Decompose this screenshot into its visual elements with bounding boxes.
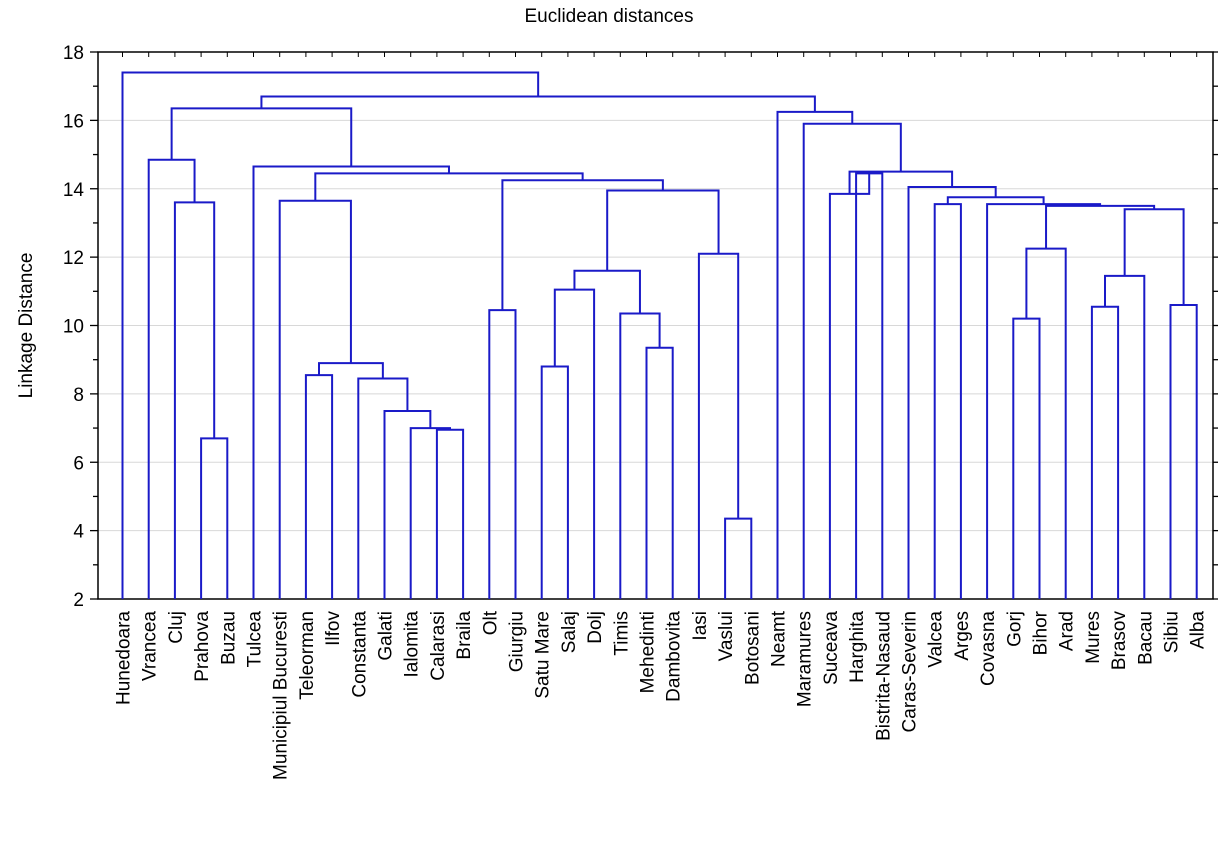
leaf-label: Timis bbox=[611, 611, 632, 656]
leaf-label: Suceava bbox=[821, 611, 842, 685]
leaf-label: Ialomita bbox=[402, 611, 423, 678]
leaf-label: Prahova bbox=[192, 611, 213, 682]
leaf-label: Municipiul Bucuresti bbox=[271, 611, 292, 780]
merge-link bbox=[173, 201, 216, 599]
y-tick-label: 2 bbox=[73, 590, 84, 611]
merge-link bbox=[802, 122, 902, 599]
y-tick-label: 10 bbox=[63, 317, 84, 338]
leaf-label: Bistrita-Nasaud bbox=[873, 611, 894, 741]
merge-link bbox=[848, 170, 954, 194]
leaf-label: Vaslui bbox=[716, 611, 737, 661]
y-tick-label: 8 bbox=[73, 385, 84, 406]
leaf-label: Mehedinti bbox=[638, 611, 659, 693]
merge-link bbox=[986, 203, 1102, 599]
leaf-label: Mures bbox=[1083, 611, 1104, 664]
leaf-label: Ilfov bbox=[323, 611, 344, 646]
leaf-label: Covasna bbox=[978, 611, 999, 686]
leaf-label: Calarasi bbox=[428, 611, 449, 681]
merge-link bbox=[1169, 303, 1198, 599]
leaf-label: Buzau bbox=[218, 611, 239, 665]
leaf-label: Dambovita bbox=[664, 611, 685, 702]
leaf-label: Brasov bbox=[1109, 611, 1130, 671]
leaf-label: Harghita bbox=[847, 611, 868, 683]
y-tick-label: 14 bbox=[63, 180, 85, 201]
merge-link bbox=[1045, 204, 1156, 249]
merge-link bbox=[488, 309, 517, 599]
merge-link bbox=[501, 179, 664, 311]
merge-link bbox=[435, 428, 465, 599]
merge-link bbox=[1012, 317, 1041, 599]
leaf-label: Botosani bbox=[742, 611, 763, 685]
merge-link bbox=[1090, 305, 1120, 599]
merge-link bbox=[170, 107, 353, 167]
leaf-label: Dolj bbox=[585, 611, 606, 644]
leaf-label: Salaj bbox=[559, 611, 580, 653]
leaf-label: Vrancea bbox=[140, 611, 161, 681]
leaf-label: Hunedoara bbox=[114, 611, 135, 705]
merge-link bbox=[1025, 247, 1067, 599]
merge-link bbox=[1104, 274, 1146, 599]
merge-link bbox=[606, 189, 720, 271]
merge-link bbox=[383, 409, 432, 599]
merge-link bbox=[409, 427, 451, 599]
leaf-label: Constanta bbox=[349, 611, 370, 698]
merge-link bbox=[907, 186, 997, 599]
merge-link bbox=[260, 95, 816, 112]
y-tick-label: 6 bbox=[73, 453, 84, 474]
leaf-label: Teleorman bbox=[297, 611, 318, 700]
leaf-label: Galati bbox=[376, 611, 397, 661]
merge-link bbox=[697, 252, 740, 599]
leaf-label: Bacau bbox=[1135, 611, 1156, 665]
chart-title: Euclidean distances bbox=[524, 6, 694, 27]
leaf-label: Arad bbox=[1057, 611, 1078, 651]
y-tick-label: 4 bbox=[73, 522, 84, 543]
y-tick-label: 18 bbox=[63, 43, 84, 64]
merge-link bbox=[314, 172, 584, 201]
leaf-label: Gorj bbox=[1004, 611, 1025, 647]
merge-link bbox=[946, 196, 1045, 205]
leaf-label: Olt bbox=[480, 610, 501, 635]
merge-link bbox=[147, 158, 196, 599]
merge-link bbox=[540, 365, 569, 599]
leaf-label: Caras-Severin bbox=[900, 611, 921, 732]
y-tick-label: 12 bbox=[63, 248, 84, 269]
merge-link bbox=[855, 172, 884, 599]
leaf-label: Arges bbox=[952, 611, 973, 661]
leaf-label: Bihor bbox=[1031, 610, 1052, 655]
merge-link bbox=[121, 71, 540, 599]
leaf-label: Iasi bbox=[690, 611, 711, 641]
merge-link bbox=[304, 374, 334, 599]
leaf-label: Braila bbox=[454, 611, 475, 660]
leaf-label: Maramures bbox=[795, 611, 816, 707]
merge-link bbox=[573, 269, 641, 314]
merge-link bbox=[318, 362, 384, 379]
leaf-label: Sibiu bbox=[1162, 611, 1183, 653]
merge-link bbox=[645, 346, 674, 599]
y-tick-label: 16 bbox=[63, 111, 84, 132]
leaf-label: Neamt bbox=[769, 610, 790, 667]
leaf-label: Cluj bbox=[166, 611, 187, 644]
merge-link bbox=[933, 203, 962, 599]
leaf-label: Tulcea bbox=[245, 611, 266, 668]
merge-link bbox=[776, 110, 854, 599]
y-axis-title: Linkage Distance bbox=[16, 253, 37, 399]
leaf-label: Satu Mare bbox=[533, 611, 554, 699]
leaf-label: Giurgiu bbox=[507, 611, 528, 672]
merge-link bbox=[278, 199, 352, 599]
merge-link bbox=[619, 312, 661, 599]
merge-link bbox=[828, 173, 871, 599]
leaf-label: Alba bbox=[1188, 611, 1209, 649]
merge-link bbox=[553, 288, 596, 599]
leaf-label: Valcea bbox=[926, 611, 947, 668]
